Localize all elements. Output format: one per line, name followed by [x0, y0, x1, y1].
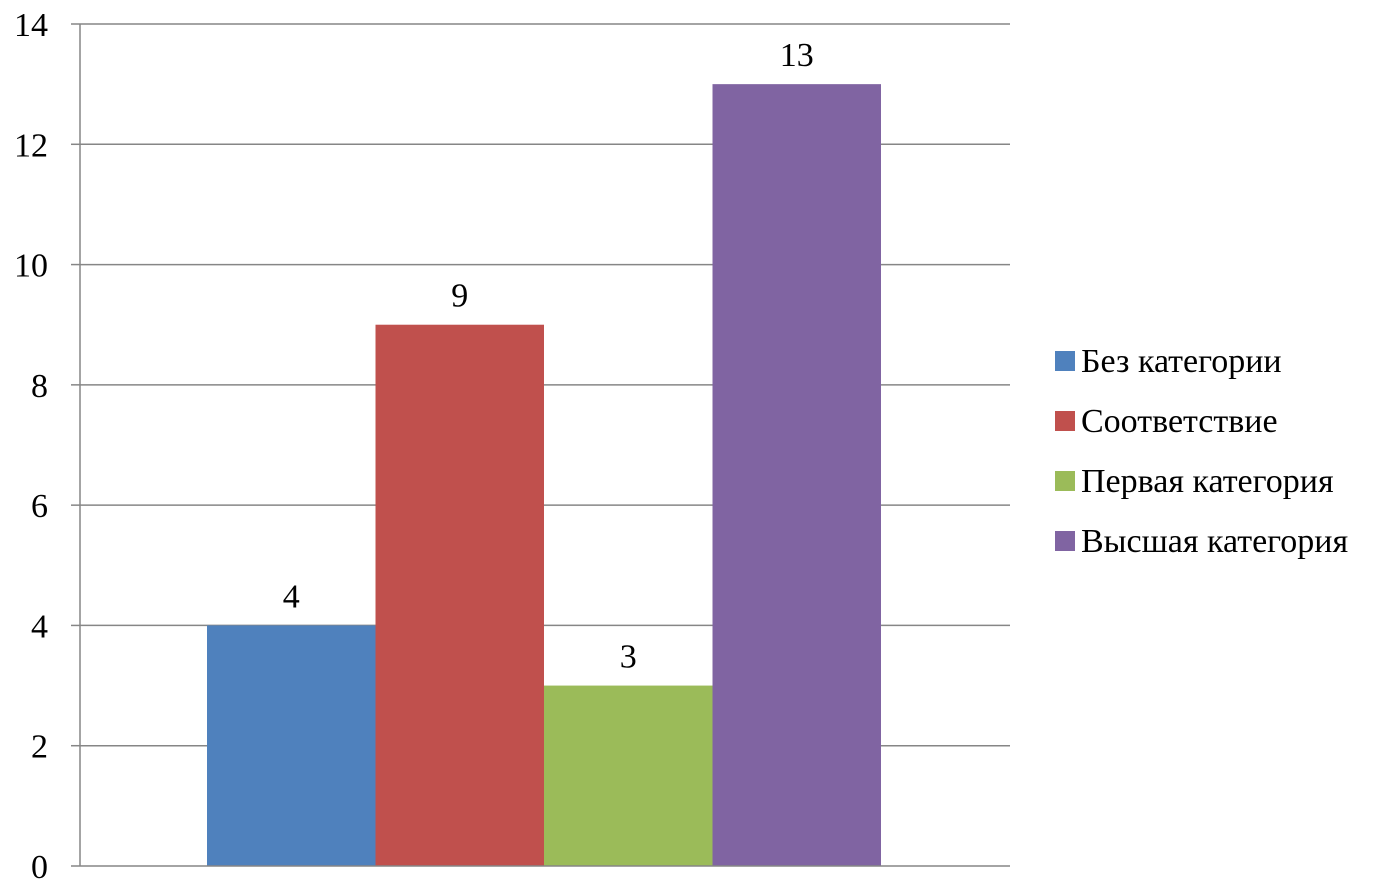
data-label: 9: [451, 278, 468, 315]
y-tick-label: 10: [14, 248, 48, 285]
legend-label: Высшая категория: [1081, 523, 1348, 560]
legend-swatch: [1055, 351, 1075, 371]
y-tick-label: 6: [31, 488, 48, 525]
bars: [207, 84, 881, 866]
y-tick-label: 14: [14, 7, 48, 44]
data-label: 3: [620, 639, 637, 676]
y-tick-label: 2: [31, 729, 48, 766]
y-tick-label: 12: [14, 127, 48, 164]
legend-swatch: [1055, 531, 1075, 551]
y-tick-label: 0: [31, 849, 48, 881]
y-tick-label: 8: [31, 368, 48, 405]
legend-label: Первая категория: [1081, 463, 1334, 500]
data-label: 13: [780, 37, 814, 74]
y-axis: 0 2 4 6 8 10 12 14: [14, 7, 1010, 881]
y-tick-label: 4: [31, 608, 48, 645]
legend-swatch: [1055, 411, 1075, 431]
bar: [375, 324, 544, 866]
bar: [712, 84, 881, 866]
legend-swatch: [1055, 471, 1075, 491]
legend-label: Без категории: [1081, 343, 1282, 380]
data-label: 4: [283, 578, 300, 615]
bar: [544, 685, 713, 866]
legend-label: Соответствие: [1081, 403, 1278, 440]
bar: [207, 625, 376, 866]
legend: Без категории Соответствие Первая категори…: [1055, 343, 1348, 560]
data-labels: 4 9 3 13: [283, 37, 814, 675]
